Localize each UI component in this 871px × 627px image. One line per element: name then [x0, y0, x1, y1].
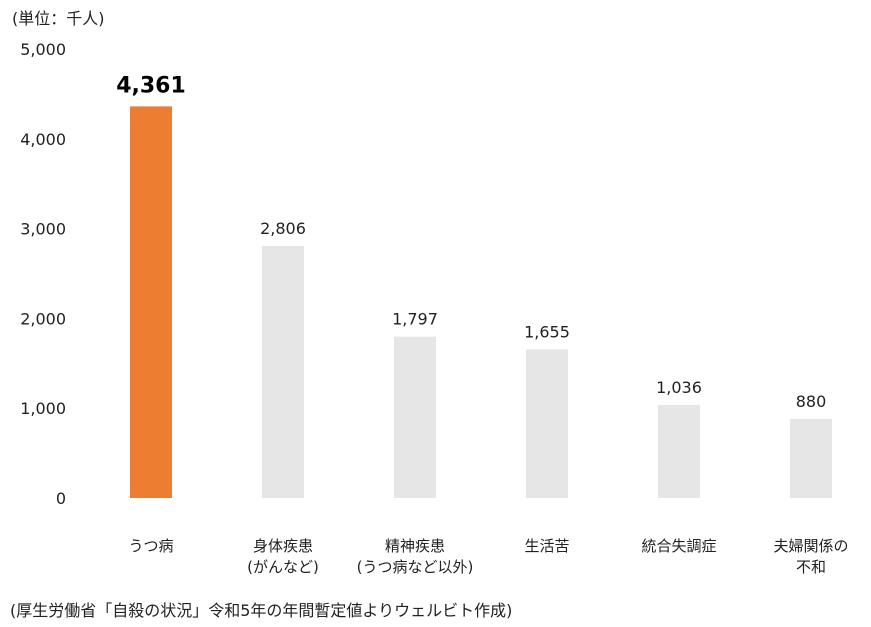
category-label: (がんなど): [247, 558, 319, 576]
category-label: (うつ病など以外): [357, 558, 474, 576]
bar: [658, 404, 700, 498]
y-tick-label: 5,000: [20, 40, 66, 59]
bar: [130, 106, 172, 498]
value-label: 4,361: [116, 73, 186, 98]
y-tick-label: 0: [56, 489, 66, 508]
category-label: うつ病: [128, 537, 173, 555]
unit-label: (単位：千人): [12, 9, 105, 28]
category-label: 生活苦: [524, 537, 569, 555]
bar: [526, 349, 568, 498]
bar: [790, 418, 832, 498]
y-tick-label: 4,000: [20, 130, 66, 149]
value-label: 1,797: [392, 310, 438, 329]
y-tick-label: 3,000: [20, 220, 66, 239]
category-label: 夫婦関係の: [773, 537, 848, 555]
category-label: 身体疾患: [253, 537, 313, 555]
bar: [262, 246, 304, 498]
y-tick-label: 2,000: [20, 309, 66, 328]
source-note: (厚生労働省「自殺の状況」令和5年の年間暫定値よりウェルビト作成): [10, 601, 513, 620]
bar-chart: 0 1,000 2,000 3,000 4,000 5,000 4,361 うつ病 2,806 身…: [20, 40, 848, 576]
bar: [394, 336, 436, 498]
value-label: 880: [796, 392, 827, 411]
value-label: 1,655: [524, 322, 570, 341]
category-label: 精神疾患: [385, 537, 445, 555]
category-label: 統合失調症: [641, 537, 716, 555]
value-label: 2,806: [260, 219, 306, 238]
category-label: 不和: [796, 558, 826, 576]
y-tick-label: 1,000: [20, 399, 66, 418]
value-label: 1,036: [656, 378, 702, 397]
